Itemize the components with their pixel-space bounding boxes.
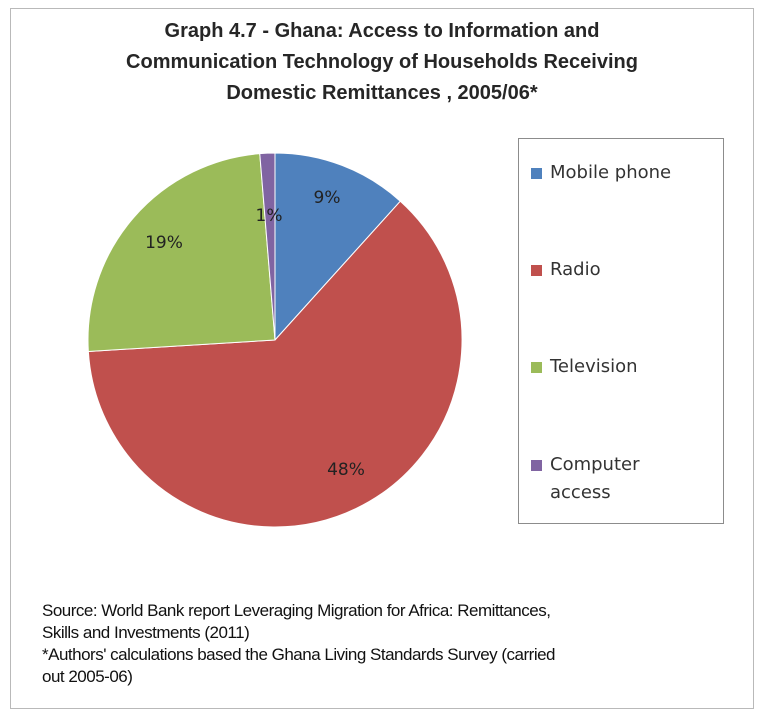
source-line-3: *Authors' calculations based the Ghana L…: [42, 645, 556, 664]
source-line-4: out 2005-06): [42, 667, 133, 686]
source-line-1: Source: World Bank report Leveraging Mig…: [42, 601, 551, 620]
chart-title-line-2: Communication Technology of Households R…: [126, 51, 638, 73]
legend-item-computer-access: Computer access: [531, 451, 690, 507]
source-line-2: Skills and Investments (2011): [42, 623, 250, 642]
data-label-radio: 48%: [327, 460, 365, 480]
pie-slice-computer-access: [259, 152, 276, 341]
pie-slice-television: [87, 153, 276, 352]
pie-slice-radio: [87, 200, 463, 528]
legend-item-television: Television: [531, 353, 690, 381]
legend-item-radio: Radio: [531, 256, 690, 284]
legend-item-mobile-phone: Mobile phone: [531, 159, 690, 187]
source-note: Source: World Bank report Leveraging Mig…: [42, 600, 752, 688]
legend-label-television: Television: [550, 356, 638, 377]
chart-title: Graph 4.7 - Ghana: Access to Information…: [40, 16, 724, 109]
data-label-mobile-phone: 9%: [314, 188, 341, 208]
data-label-computer-access: 1%: [256, 206, 283, 226]
chart-legend: Mobile phone Radio Television Computer a…: [518, 138, 724, 524]
legend-label-computer-access: Computer access: [550, 454, 640, 503]
legend-swatch-radio: [531, 265, 542, 276]
data-label-television: 19%: [145, 233, 183, 253]
legend-swatch-television: [531, 362, 542, 373]
legend-swatch-computer-access: [531, 460, 542, 471]
chart-title-line-3: Domestic Remittances , 2005/06*: [226, 82, 538, 104]
legend-swatch-mobile-phone: [531, 168, 542, 179]
chart-title-line-1: Graph 4.7 - Ghana: Access to Information…: [164, 20, 600, 42]
pie-slice-mobile-phone: [274, 152, 402, 342]
legend-label-radio: Radio: [550, 259, 601, 280]
legend-label-mobile-phone: Mobile phone: [550, 162, 672, 183]
